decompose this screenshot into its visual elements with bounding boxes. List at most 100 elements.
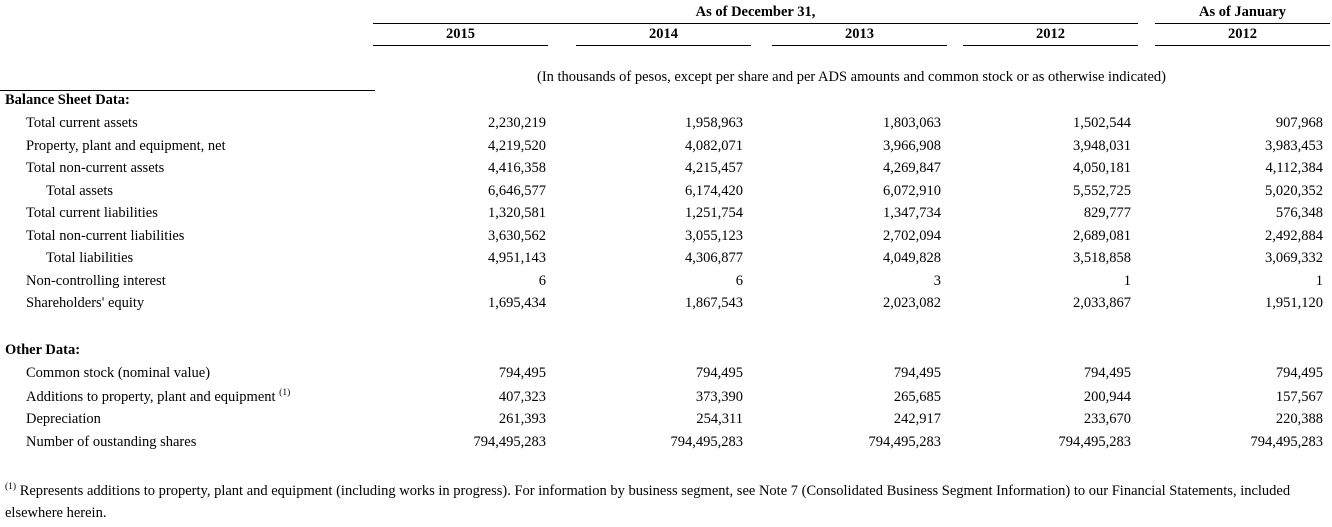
header-group-rule-january (1155, 23, 1330, 24)
row-label: Additions to property, plant and equipme… (26, 387, 291, 406)
row-label: Total assets (46, 183, 113, 200)
cell-value: 4,050,181 (1073, 160, 1131, 176)
cell-value: 233,670 (1083, 411, 1131, 427)
cell-value: 2,230,219 (488, 115, 546, 131)
cell-value: 794,495 (1275, 365, 1323, 381)
cell-value: 2,033,867 (1073, 295, 1131, 311)
row-label-text: Number of oustanding shares (26, 433, 197, 450)
cell-value: 794,495 (1083, 365, 1131, 381)
row-label: Total liabilities (46, 250, 133, 267)
label-column-rule (0, 90, 375, 91)
cell-value: 4,269,847 (883, 160, 941, 176)
cell-value: 4,951,143 (488, 250, 546, 266)
row-label-text: Total liabilities (46, 250, 134, 266)
cell-value: 794,495 (498, 365, 546, 381)
year-header-2013: 2013 (845, 26, 874, 42)
cell-value: 794,495 (893, 365, 941, 381)
cell-value: 6 (538, 272, 546, 289)
row-label: Non-controlling interest (26, 273, 166, 290)
year-rule-jan-2012 (1155, 45, 1330, 46)
section-title: Other Data: (5, 342, 81, 358)
cell-value: 4,215,457 (685, 160, 743, 176)
cell-value: 220,388 (1275, 411, 1323, 427)
row-label-text: Non-controlling interest (26, 272, 166, 289)
cell-value: 3,966,908 (883, 137, 941, 154)
footnote-marker: (1) (5, 482, 17, 493)
row-label: Depreciation (26, 411, 101, 428)
cell-value: 1,951,120 (1265, 295, 1323, 311)
cell-value: 3,069,332 (1265, 250, 1323, 266)
cell-value: 373,390 (695, 388, 743, 405)
cell-value: 794,495,283 (670, 433, 744, 450)
cell-value: 4,112,384 (1265, 160, 1323, 176)
cell-value: 1,803,063 (883, 115, 941, 131)
cell-value: 4,306,877 (685, 250, 743, 266)
row-label-text: Property, plant and equipment, net (26, 137, 226, 154)
row-label-text: Total current liabilities (26, 205, 158, 221)
row-label-text: Depreciation (26, 411, 101, 427)
cell-value: 4,082,071 (685, 137, 743, 154)
cell-value: 4,049,828 (883, 250, 941, 266)
cell-value: 576,348 (1275, 205, 1323, 221)
units-note: (In thousands of pesos, except per share… (537, 69, 1166, 85)
cell-value: 5,020,352 (1265, 182, 1323, 199)
year-rule-2015 (373, 45, 548, 46)
cell-value: 1,502,544 (1073, 115, 1131, 131)
cell-value: 794,495,283 (868, 433, 942, 450)
cell-value: 6,646,577 (488, 182, 546, 199)
cell-value: 907,968 (1275, 115, 1323, 131)
cell-value: 6,072,910 (883, 182, 941, 199)
cell-value: 1,867,543 (685, 295, 743, 311)
footnote-reference: (1) (279, 387, 291, 398)
row-label-text: Total non-current assets (26, 160, 165, 176)
year-header-2014: 2014 (649, 26, 678, 42)
header-group-rule-december (373, 23, 1138, 24)
row-label-text: Total assets (46, 182, 114, 199)
year-header-2015: 2015 (446, 26, 475, 42)
cell-value: 254,311 (696, 411, 743, 427)
cell-value: 265,685 (893, 388, 941, 405)
cell-value: 200,944 (1083, 388, 1131, 405)
cell-value: 794,495,283 (1058, 433, 1132, 450)
year-header-jan-2012: 2012 (1228, 26, 1257, 42)
cell-value: 1,320,581 (488, 205, 546, 221)
row-label-text: Common stock (nominal value) (26, 365, 211, 381)
cell-value: 2,702,094 (883, 227, 941, 244)
year-rule-2014 (576, 45, 751, 46)
cell-value: 1,695,434 (488, 295, 546, 311)
cell-value: 2,689,081 (1073, 227, 1131, 244)
row-label: Number of oustanding shares (26, 434, 196, 451)
cell-value: 3,983,453 (1265, 137, 1323, 154)
row-label: Common stock (nominal value) (26, 365, 210, 382)
cell-value: 3,055,123 (685, 227, 743, 244)
cell-value: 3,630,562 (488, 227, 546, 244)
cell-value: 794,495 (695, 365, 743, 381)
cell-value: 4,416,358 (488, 160, 546, 176)
cell-value: 407,323 (498, 388, 546, 405)
cell-value: 2,492,884 (1265, 227, 1323, 244)
year-header-2012: 2012 (1036, 26, 1065, 42)
row-label: Shareholders' equity (26, 295, 144, 312)
cell-value: 1,347,734 (883, 205, 941, 221)
cell-value: 242,917 (893, 411, 941, 427)
year-rule-2012 (963, 45, 1138, 46)
cell-value: 5,552,725 (1073, 182, 1131, 199)
section-title: Balance Sheet Data: (5, 92, 130, 108)
cell-value: 3,518,858 (1073, 250, 1131, 266)
header-group-december: As of December 31, (695, 4, 816, 20)
row-label: Total non-current liabilities (26, 228, 184, 245)
cell-value: 1,958,963 (685, 115, 743, 131)
cell-value: 4,219,520 (488, 137, 546, 154)
year-rule-2013 (772, 45, 947, 46)
row-label: Total current assets (26, 115, 138, 132)
row-label: Total non-current assets (26, 160, 164, 177)
cell-value: 2,023,082 (883, 295, 941, 311)
header-group-january: As of January (1198, 4, 1286, 20)
cell-value: 3 (933, 272, 941, 289)
cell-value: 261,393 (498, 411, 546, 427)
cell-value: 6,174,420 (685, 182, 743, 199)
footnote: (1) Represents additions to property, pl… (5, 480, 1330, 524)
row-label: Total current liabilities (26, 205, 158, 222)
row-label-text: Total current assets (26, 115, 138, 131)
cell-value: 829,777 (1083, 205, 1131, 221)
